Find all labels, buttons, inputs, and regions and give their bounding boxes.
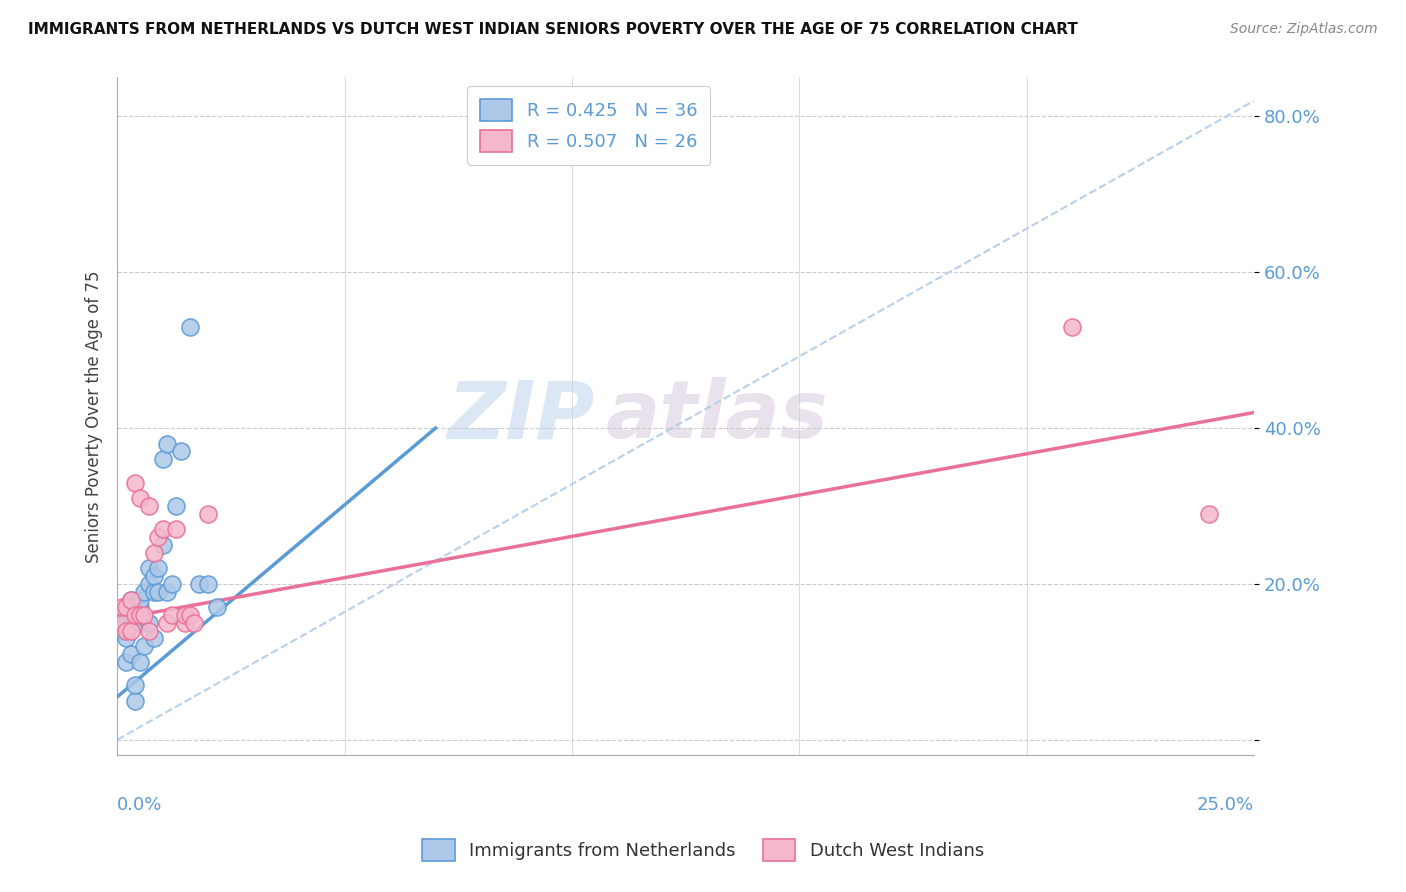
Point [124, 475, 146, 490]
Text: 25.0%: 25.0% [1197, 796, 1254, 814]
Point [170, 444, 193, 458]
Point [115, 624, 138, 638]
Point [142, 569, 165, 583]
Point [120, 592, 142, 607]
Point [174, 608, 197, 623]
Point [115, 632, 138, 646]
Point [129, 592, 152, 607]
Point [146, 530, 169, 544]
Y-axis label: Seniors Poverty Over the Age of 75: Seniors Poverty Over the Age of 75 [86, 270, 103, 563]
Point [188, 577, 211, 591]
Point [165, 499, 187, 513]
Point [152, 452, 174, 467]
Text: ZIP: ZIP [447, 377, 595, 456]
Point [160, 577, 183, 591]
Point [111, 608, 134, 623]
Point [124, 678, 146, 692]
Point [115, 655, 138, 669]
Point [152, 538, 174, 552]
Point [138, 615, 160, 630]
Point [120, 647, 142, 661]
Point [115, 615, 138, 630]
Point [120, 608, 142, 623]
Text: IMMIGRANTS FROM NETHERLANDS VS DUTCH WEST INDIAN SENIORS POVERTY OVER THE AGE OF: IMMIGRANTS FROM NETHERLANDS VS DUTCH WES… [28, 22, 1078, 37]
Point [124, 694, 146, 708]
Text: Source: ZipAtlas.com: Source: ZipAtlas.com [1230, 22, 1378, 37]
Point [152, 522, 174, 536]
Point [1062, 319, 1084, 334]
Point [120, 592, 142, 607]
Point [160, 608, 183, 623]
Text: 0.0%: 0.0% [117, 796, 163, 814]
Point [129, 608, 152, 623]
Point [146, 561, 169, 575]
Point [120, 624, 142, 638]
Text: atlas: atlas [606, 377, 828, 456]
Point [156, 436, 179, 450]
Legend: Immigrants from Netherlands, Dutch West Indians: Immigrants from Netherlands, Dutch West … [413, 830, 993, 870]
Point [138, 577, 160, 591]
Point [138, 624, 160, 638]
Point [129, 655, 152, 669]
Point [146, 584, 169, 599]
Legend: R = 0.425   N = 36, R = 0.507   N = 26: R = 0.425 N = 36, R = 0.507 N = 26 [467, 87, 710, 165]
Point [111, 624, 134, 638]
Point [142, 584, 165, 599]
Point [138, 561, 160, 575]
Point [156, 584, 179, 599]
Point [138, 499, 160, 513]
Point [134, 584, 156, 599]
Point [124, 600, 146, 615]
Point [124, 608, 146, 623]
Point [134, 608, 156, 623]
Point [111, 600, 134, 615]
Point [134, 640, 156, 654]
Point [129, 491, 152, 506]
Point [129, 615, 152, 630]
Point [179, 319, 201, 334]
Point [115, 600, 138, 615]
Point [111, 615, 134, 630]
Point [142, 546, 165, 560]
Point [142, 632, 165, 646]
Point [156, 615, 179, 630]
Point [197, 507, 219, 521]
Point [183, 615, 205, 630]
Point [207, 600, 229, 615]
Point [165, 522, 187, 536]
Point [197, 577, 219, 591]
Point [1198, 507, 1220, 521]
Point [129, 600, 152, 615]
Point [179, 608, 201, 623]
Point [174, 615, 197, 630]
